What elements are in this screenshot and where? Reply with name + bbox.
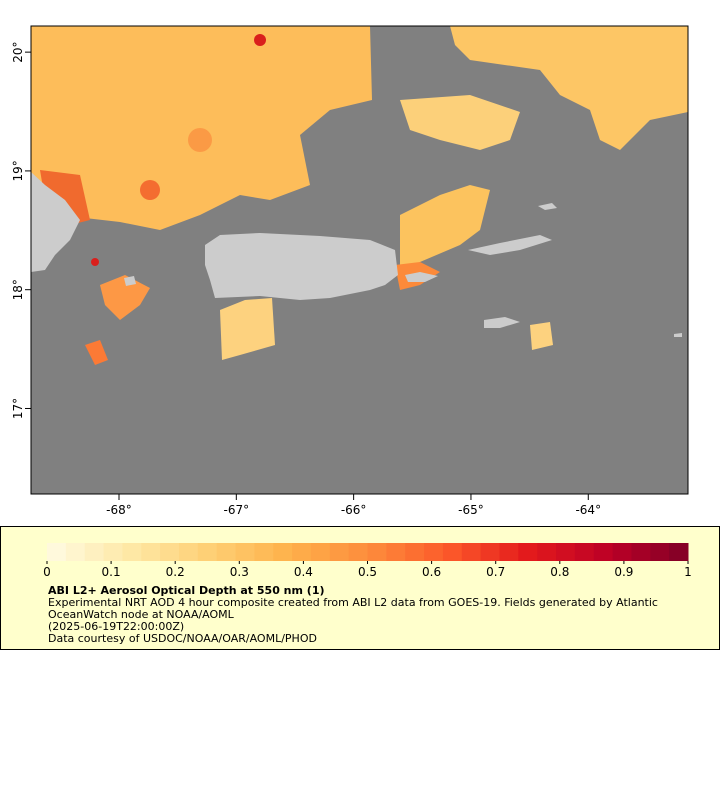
- legend-panel: 0 0.1 0.2 0.3 0.4 0.5 0.6 0.7 0.8 0.9 1 ABI L2+ Ae…: [0, 526, 720, 650]
- x-tick-label: -66°: [341, 503, 367, 517]
- colorbar-step: [367, 543, 387, 561]
- colorbar-step: [518, 543, 538, 561]
- colorbar-step: [405, 543, 425, 561]
- colorbar-step: [499, 543, 519, 561]
- colorbar-tick-label: 0.1: [102, 565, 121, 579]
- y-tick-label: 18°: [11, 279, 25, 300]
- colorbar-step: [461, 543, 482, 561]
- colorbar-step: [386, 543, 406, 561]
- colorbar-step: [273, 543, 293, 561]
- y-tick-label: 20°: [11, 41, 25, 62]
- colorbar-step: [84, 543, 105, 561]
- colorbar-tick-label: 0.6: [422, 565, 441, 579]
- colorbar-tick-label: 1: [684, 565, 692, 579]
- aod-plumes: [31, 26, 688, 365]
- y-tick-label: 19°: [11, 160, 25, 181]
- colorbar-step: [197, 543, 218, 561]
- colorbar-step: [574, 543, 595, 561]
- colorbar-step: [141, 543, 161, 561]
- caption-line: OceanWatch node at NOAA/AOML: [48, 608, 235, 621]
- colorbar-tick-label: 0.7: [486, 565, 505, 579]
- colorbar-step: [669, 543, 689, 561]
- colorbar-step: [424, 543, 444, 561]
- colorbar-step: [103, 543, 123, 561]
- colorbar-step: [292, 543, 312, 561]
- x-tick-label: -64°: [575, 503, 601, 517]
- caption-title: ABI L2+ Aerosol Optical Depth at 550 nm …: [48, 584, 325, 597]
- colorbar-step: [537, 543, 557, 561]
- colorbar-step: [480, 543, 500, 561]
- colorbar: 0 0.1 0.2 0.3 0.4 0.5 0.6 0.7 0.8 0.9 1: [43, 543, 692, 579]
- colorbar-tick-label: 0.2: [166, 565, 185, 579]
- x-tick-label: -67°: [224, 503, 250, 517]
- colorbar-step: [556, 543, 576, 561]
- colorbar-step: [65, 543, 86, 561]
- colorbar-step: [348, 543, 368, 561]
- colorbar-step: [235, 543, 255, 561]
- y-tick-label: 17°: [11, 398, 25, 419]
- x-tick-label: -68°: [106, 503, 132, 517]
- colorbar-tick-label: 0.8: [550, 565, 569, 579]
- caption-line: Experimental NRT AOD 4 hour composite cr…: [48, 596, 658, 609]
- colorbar-tick-label: 0.5: [358, 565, 377, 579]
- colorbar-step: [650, 543, 670, 561]
- colorbar-step: [612, 543, 632, 561]
- axes: -68° -67° -66° -65° -64° 17° 18° 19° 20°: [11, 41, 601, 517]
- colorbar-step: [254, 543, 274, 561]
- colorbar-step: [122, 543, 142, 561]
- land: [31, 172, 682, 337]
- colorbar-step: [593, 543, 614, 561]
- colorbar-step: [631, 543, 651, 561]
- colorbar-step: [442, 543, 463, 561]
- map-frame: [30, 25, 689, 495]
- colorbar-step: [216, 543, 237, 561]
- colorbar-tick-label: 0: [43, 565, 51, 579]
- colorbar-step: [178, 543, 199, 561]
- colorbar-step: [47, 543, 67, 561]
- colorbar-tick-label: 0.3: [230, 565, 249, 579]
- map: [30, 25, 689, 495]
- colorbar-tick-label: 0.9: [614, 565, 633, 579]
- x-tick-label: -65°: [458, 503, 484, 517]
- colorbar-step: [310, 543, 331, 561]
- colorbar-step: [329, 543, 350, 561]
- colorbar-tick-label: 0.4: [294, 565, 313, 579]
- colorbar-step: [160, 543, 180, 561]
- caption-line: (2025-06-19T22:00:00Z): [48, 620, 184, 633]
- caption-line: Data courtesy of USDOC/NOAA/OAR/AOML/PHO…: [48, 632, 317, 645]
